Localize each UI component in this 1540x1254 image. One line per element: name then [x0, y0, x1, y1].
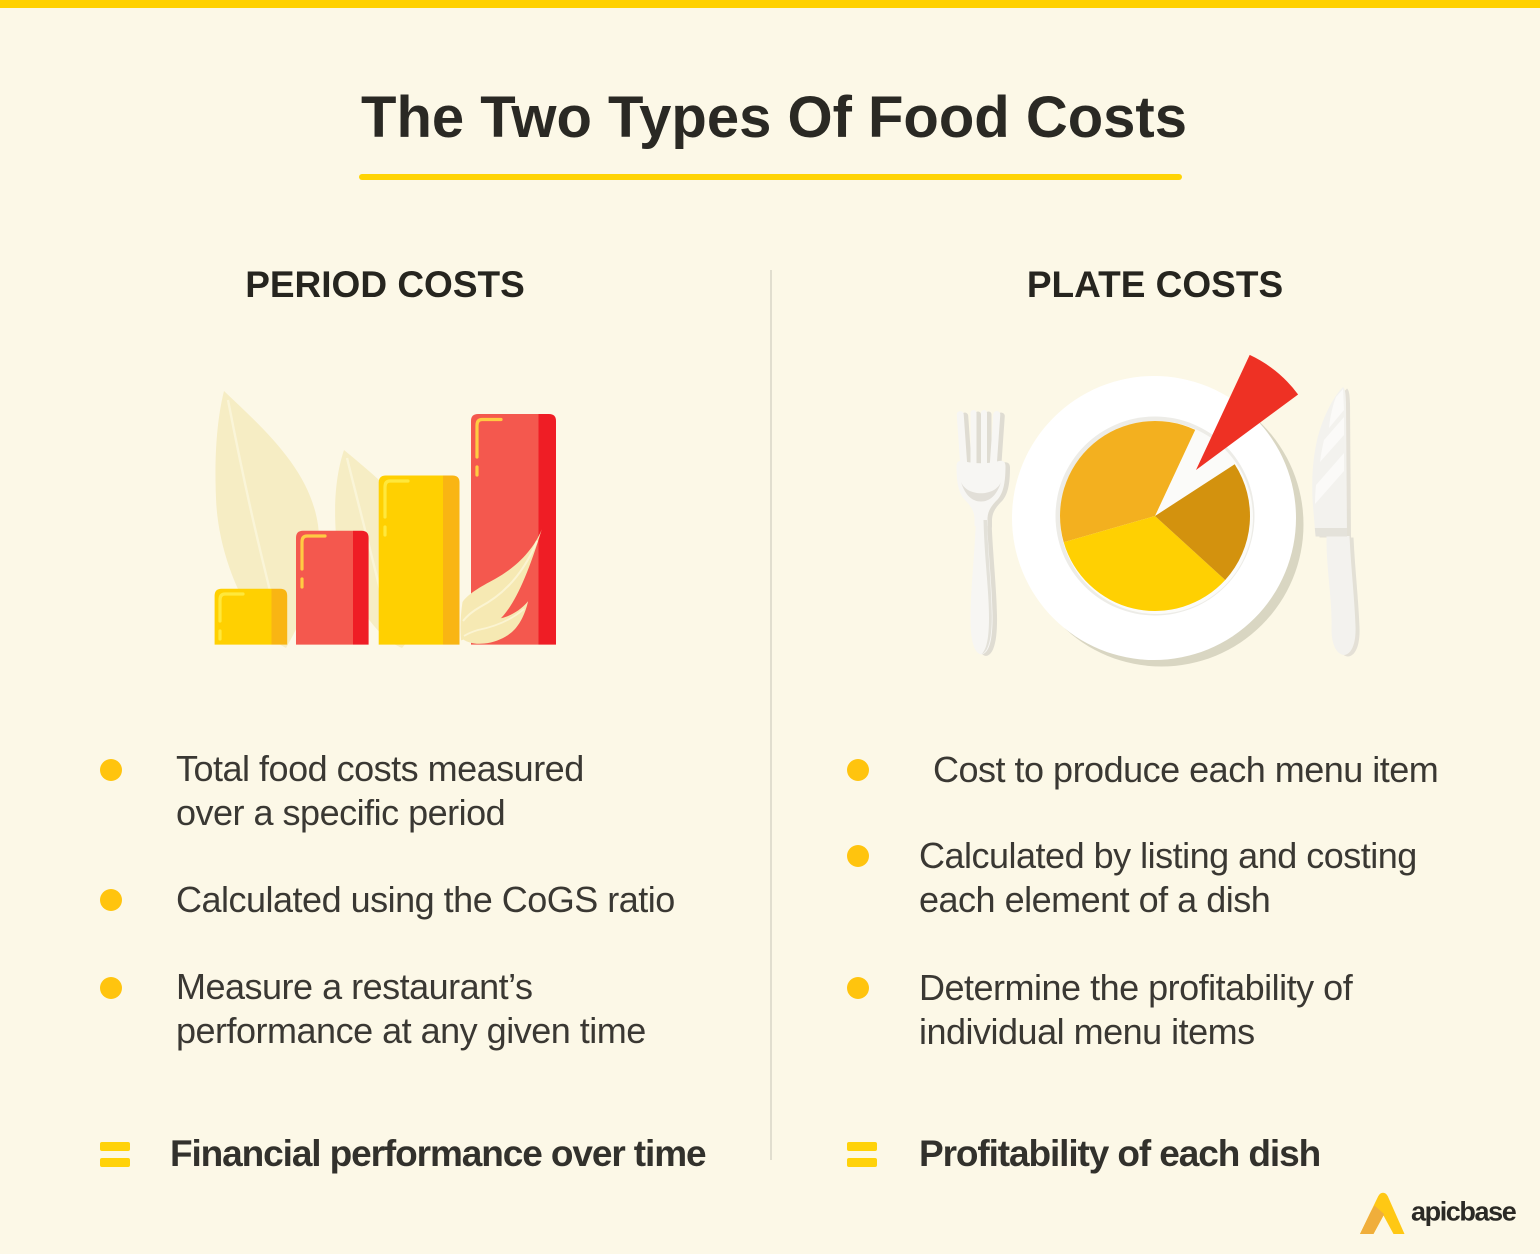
svg-text:apicbase: apicbase	[1411, 1197, 1517, 1227]
